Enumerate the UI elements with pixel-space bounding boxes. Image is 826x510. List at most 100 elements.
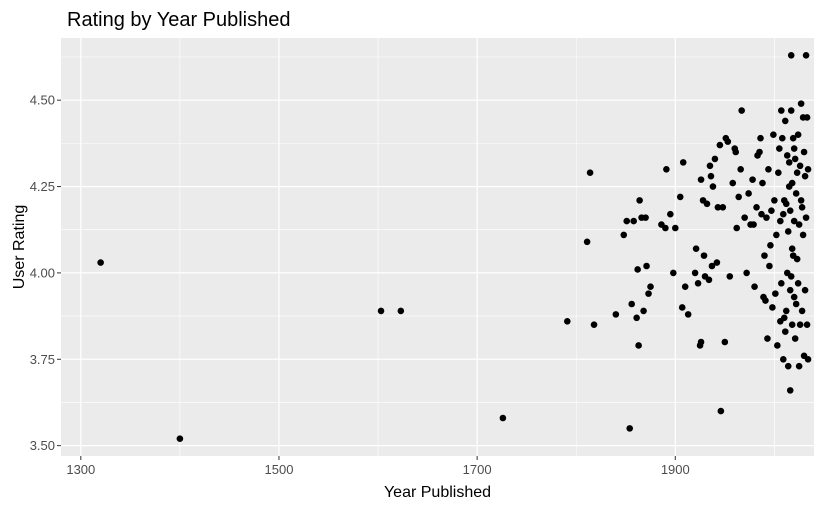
data-point	[749, 176, 756, 183]
data-point	[774, 342, 781, 349]
data-point	[803, 114, 811, 121]
data-point	[804, 165, 812, 173]
data-point	[778, 279, 785, 287]
data-point	[785, 183, 793, 190]
data-point	[795, 362, 803, 370]
data-point	[775, 169, 782, 177]
data-point	[662, 224, 669, 232]
data-point	[626, 425, 634, 432]
data-point	[804, 355, 812, 363]
data-point	[620, 231, 628, 239]
data-point	[633, 314, 640, 322]
data-point	[724, 138, 732, 145]
data-point	[628, 300, 635, 308]
data-point	[792, 190, 800, 197]
data-point	[792, 300, 800, 308]
plot-panel	[61, 38, 814, 456]
data-point	[726, 273, 734, 280]
data-point	[793, 169, 801, 177]
data-point	[612, 311, 620, 318]
x-tick-label: 1700	[463, 462, 492, 477]
data-point	[797, 100, 805, 107]
data-points	[97, 51, 812, 443]
data-point	[676, 193, 684, 201]
data-point	[765, 165, 772, 173]
data-point	[762, 297, 769, 304]
data-point	[670, 269, 677, 277]
data-point	[563, 317, 571, 325]
data-point	[743, 269, 750, 277]
data-point	[697, 338, 705, 346]
data-point	[733, 224, 741, 232]
y-tick-label: 4.00	[30, 265, 55, 280]
data-point	[735, 193, 742, 201]
data-point	[764, 335, 771, 342]
y-tick-label: 4.50	[30, 93, 55, 108]
data-point	[751, 283, 758, 291]
data-point	[678, 304, 686, 311]
x-tick-label: 1300	[66, 462, 95, 477]
data-point	[800, 148, 808, 156]
data-point	[795, 221, 803, 228]
data-point	[784, 362, 792, 370]
data-point	[772, 290, 779, 297]
data-point	[802, 214, 810, 221]
data-point	[803, 321, 811, 329]
data-point	[781, 328, 789, 335]
data-point	[793, 255, 801, 263]
chart-title: Rating by Year Published	[67, 9, 291, 31]
data-point	[786, 207, 794, 215]
data-point	[586, 169, 594, 177]
y-tick-label: 4.25	[30, 179, 55, 194]
data-point	[97, 259, 104, 266]
data-point	[745, 190, 752, 197]
data-point	[782, 200, 790, 208]
data-point	[782, 307, 790, 315]
data-point	[796, 321, 804, 329]
data-point	[706, 162, 714, 170]
y-tick-label: 3.50	[30, 438, 55, 453]
data-point	[789, 134, 797, 142]
data-point	[771, 197, 778, 204]
data-point	[801, 286, 809, 294]
x-axis-ticks: 1300 1500 1700 1900	[66, 456, 690, 477]
data-point	[797, 197, 805, 204]
data-point	[737, 165, 744, 173]
data-point	[769, 304, 776, 311]
data-point	[721, 338, 729, 346]
data-point	[583, 238, 591, 246]
data-point	[705, 276, 713, 284]
data-point	[691, 269, 699, 277]
data-point	[791, 155, 799, 163]
data-point	[783, 152, 791, 159]
data-point	[709, 183, 717, 190]
data-point	[713, 259, 721, 266]
data-point	[776, 145, 783, 152]
data-point	[778, 107, 785, 114]
data-point	[784, 228, 792, 235]
data-point	[681, 283, 689, 291]
data-point	[703, 200, 711, 208]
data-point	[798, 307, 806, 315]
major-gridlines	[61, 38, 814, 456]
data-point	[788, 321, 796, 329]
data-point	[640, 307, 647, 315]
data-point	[753, 203, 760, 211]
data-point	[757, 134, 764, 142]
data-point	[761, 252, 768, 259]
data-point	[697, 176, 705, 183]
data-point	[635, 342, 642, 349]
data-point	[590, 321, 598, 329]
data-point	[790, 293, 798, 301]
data-point	[377, 307, 385, 315]
data-point	[694, 279, 702, 287]
data-point	[711, 155, 719, 163]
data-point	[778, 134, 786, 142]
data-point	[719, 203, 727, 211]
data-point	[397, 307, 405, 315]
data-point	[729, 179, 737, 187]
data-point	[636, 197, 643, 204]
data-point	[777, 217, 784, 225]
data-point	[798, 203, 806, 211]
